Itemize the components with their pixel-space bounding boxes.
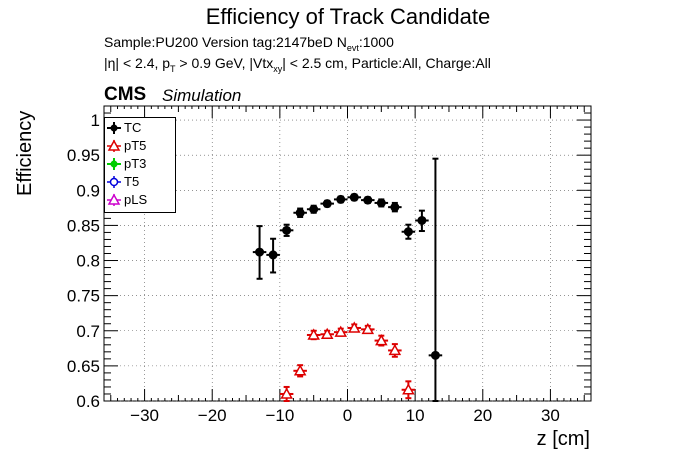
y-tick-label: 0.7	[76, 322, 100, 341]
tc-point	[282, 225, 292, 235]
legend-item-pt5: pT5	[105, 137, 175, 155]
legend-label: pT5	[124, 138, 147, 153]
pt5-point	[388, 343, 402, 356]
selection-part-3: | < 2.5 cm, Particle:All, Charge:All	[282, 55, 491, 71]
legend: TC pT5 pT3 T5 pLS	[104, 117, 176, 213]
legend-label: TC	[124, 120, 142, 135]
y-tick-label: 0.6	[76, 392, 100, 411]
legend-item-pt3: pT3	[105, 155, 175, 173]
selection-part-1: |η| < 2.4, p	[104, 55, 171, 71]
tc-point	[390, 202, 400, 212]
y-tick-label: 0.75	[67, 287, 100, 306]
tc-point	[268, 250, 278, 260]
legend-marker	[107, 193, 121, 206]
legend-marker	[107, 176, 121, 188]
x-tick-label: −30	[130, 406, 159, 425]
pt5-point	[293, 364, 307, 376]
tc-point	[255, 247, 265, 257]
legend-label: pLS	[124, 192, 148, 207]
selection-sub-xy: xy	[273, 63, 283, 74]
selection-part-2: > 0.9 GeV, |Vtx	[175, 55, 274, 71]
x-tick-label: −10	[265, 406, 294, 425]
legend-item-tc: TC	[105, 119, 175, 137]
tc-point	[336, 194, 346, 204]
x-tick-label: 30	[541, 406, 560, 425]
pt5-point	[280, 387, 293, 399]
pt5-point	[334, 325, 348, 337]
legend-item-pls: pLS	[105, 191, 175, 209]
x-tick-label: −20	[198, 406, 227, 425]
nevt-subscript: evt	[346, 42, 359, 53]
y-tick-label: 1	[91, 111, 100, 130]
cms-label: CMS	[104, 84, 147, 105]
pt5-point	[347, 321, 361, 333]
tc-point	[322, 199, 332, 209]
x-tick-label: 20	[473, 406, 492, 425]
selection-sub-t: T	[170, 63, 176, 74]
x-axis-label: z [cm]	[536, 428, 590, 450]
sample-info: Sample:PU200 Version tag:2147beD Nevt:10…	[104, 34, 394, 53]
tc-point	[363, 195, 373, 205]
y-tick-label: 0.8	[76, 252, 100, 271]
legend-marker	[107, 122, 121, 134]
tc-point	[403, 227, 413, 237]
y-tick-label: 0.65	[67, 357, 100, 376]
tc-point	[295, 208, 305, 218]
pt5-point	[307, 328, 320, 340]
legend-marker	[107, 139, 121, 152]
pt5-point	[361, 322, 375, 335]
pt5-point	[320, 327, 334, 340]
pt5-point	[375, 334, 388, 346]
legend-marker	[107, 158, 121, 170]
tc-point	[417, 215, 427, 225]
x-tick-label: 0	[343, 406, 352, 425]
legend-item-t5: T5	[105, 173, 175, 191]
simulation-label: Simulation	[162, 86, 242, 105]
y-tick-label: 0.95	[67, 146, 100, 165]
nevt-value: :1000	[358, 34, 394, 50]
legend-label: pT3	[124, 156, 147, 171]
tc-point	[349, 192, 359, 202]
chart-title: Efficiency of Track Candidate	[205, 4, 491, 29]
selection-info: |η| < 2.4, pT > 0.9 GeV, |Vtxxy| < 2.5 c…	[104, 55, 491, 74]
y-tick-label: 0.85	[67, 216, 100, 235]
tc-point	[430, 350, 440, 360]
sample-info-text: Sample:PU200 Version tag:2147beD N	[104, 34, 347, 50]
y-tick-label: 0.9	[76, 181, 100, 200]
tc-point	[309, 204, 319, 214]
pt5-point	[402, 383, 415, 395]
legend-label: T5	[124, 174, 140, 189]
x-tick-label: 10	[406, 406, 425, 425]
tc-point	[376, 198, 386, 208]
